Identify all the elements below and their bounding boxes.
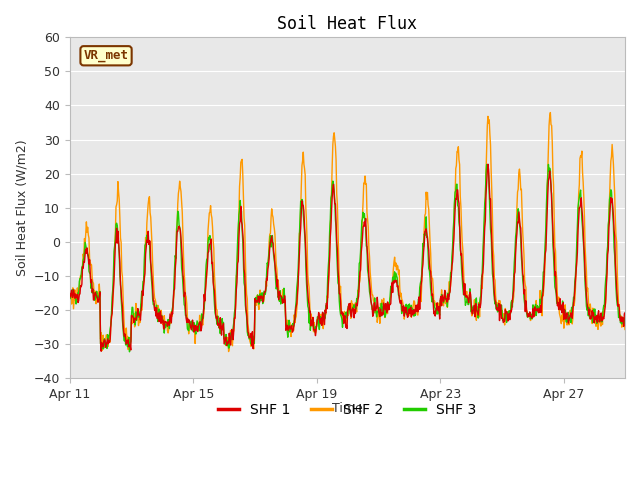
SHF 3 bbox=[86, 270, 93, 276]
SHF 1 bbox=[516, 216, 524, 221]
SHF 2 bbox=[515, 170, 523, 176]
SHF 1 bbox=[381, 307, 389, 312]
SHF 1 bbox=[197, 328, 205, 334]
SHF 2 bbox=[621, 326, 629, 332]
Text: VR_met: VR_met bbox=[84, 49, 129, 62]
Line: SHF 3: SHF 3 bbox=[70, 165, 625, 352]
SHF 2 bbox=[225, 348, 232, 354]
Y-axis label: Soil Heat Flux (W/m2): Soil Heat Flux (W/m2) bbox=[15, 139, 28, 276]
SHF 1 bbox=[269, 240, 276, 245]
SHF 1 bbox=[484, 161, 492, 167]
Line: SHF 1: SHF 1 bbox=[70, 164, 625, 351]
SHF 2 bbox=[298, 162, 306, 168]
SHF 1 bbox=[66, 291, 74, 297]
Title: Soil Heat Flux: Soil Heat Flux bbox=[277, 15, 417, 33]
SHF 2 bbox=[547, 109, 554, 115]
SHF 3 bbox=[269, 233, 276, 239]
SHF 3 bbox=[125, 349, 133, 355]
SHF 1 bbox=[86, 257, 93, 263]
SHF 1 bbox=[97, 348, 105, 354]
Legend: SHF 1, SHF 2, SHF 3: SHF 1, SHF 2, SHF 3 bbox=[212, 397, 482, 422]
SHF 3 bbox=[621, 321, 629, 326]
SHF 3 bbox=[381, 314, 389, 320]
SHF 2 bbox=[269, 212, 276, 218]
SHF 1 bbox=[298, 198, 306, 204]
SHF 3 bbox=[515, 211, 523, 216]
SHF 2 bbox=[381, 314, 389, 320]
X-axis label: Time: Time bbox=[332, 402, 363, 415]
SHF 2 bbox=[86, 256, 93, 262]
Line: SHF 2: SHF 2 bbox=[70, 112, 625, 351]
SHF 3 bbox=[298, 196, 306, 202]
SHF 1 bbox=[621, 310, 629, 316]
SHF 2 bbox=[66, 299, 74, 305]
SHF 3 bbox=[197, 327, 205, 333]
SHF 3 bbox=[545, 162, 552, 168]
SHF 2 bbox=[196, 320, 204, 325]
SHF 3 bbox=[66, 296, 74, 302]
